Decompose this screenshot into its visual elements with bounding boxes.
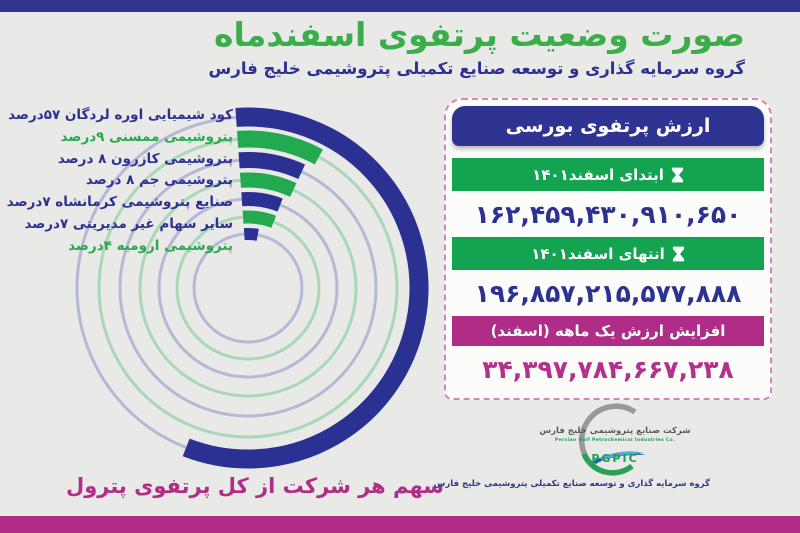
logo-company-name-fa: شرکت صنایع پتروشیمی خلیج فارس [539, 426, 691, 436]
ring-arc-5 [242, 210, 277, 228]
row-increase-value: ۳۴,۳۹۷,۷۸۴,۶۶۷,۲۳۸ [482, 354, 734, 384]
legend-item-6: پتروشیمی ارومیه ۴درصد [68, 237, 233, 254]
portfolio-share-radial-chart [75, 107, 429, 469]
ring-arc-4 [241, 192, 283, 212]
legend-item-1: پتروشیمی ممسنی ۹درصد [60, 128, 233, 145]
header-block: صورت وضعیت پرتفوی اسفندماه گروه سرمایه گ… [209, 16, 745, 78]
page-subtitle: گروه سرمایه گذاری و توسعه صنایع تکمیلی پ… [208, 58, 745, 78]
row-increase-label: افزایش ارزش یک ماهه (اسفند) [490, 322, 726, 340]
logo-pgpic-text: PGPIC [591, 452, 639, 465]
page-title: صورت وضعیت پرتفوی اسفندماه [214, 15, 745, 54]
logo-wave-highlight [600, 451, 644, 461]
row-end-of-month-bar: انتهای اسفند۱۴۰۱ [452, 237, 764, 270]
row-start-value: ۱۶۲,۴۵۹,۴۳۰,۹۱۰,۶۵۰ [474, 199, 742, 229]
top-accent-bar [0, 0, 800, 12]
row-increase-bar: افزایش ارزش یک ماهه (اسفند) [452, 316, 764, 346]
hourglass-icon [671, 167, 683, 182]
legend-item-2: پتروشیمی کازرون ۸ درصد [57, 150, 233, 167]
portfolio-value-panel: ارزش پرتفوی بورسی ابتدای اسفند۱۴۰۱ ۱۶۲,۴… [444, 98, 772, 400]
hourglass-icon [672, 246, 684, 261]
panel-title: ارزش پرتفوی بورسی [452, 106, 764, 146]
legend-item-4: صنایع پتروشیمی کرمانشاه ۷درصد [6, 194, 233, 211]
logo-group-calligraphy: گروه سرمایه گذاری و توسعه صنایع تکمیلی پ… [433, 479, 710, 489]
ring-arc-0 [182, 107, 429, 469]
ring-arc-3 [239, 172, 297, 197]
legend-item-3: پتروشیمی جم ۸ درصد [85, 172, 233, 189]
row-start-label: ابتدای اسفند۱۴۰۱ [532, 165, 664, 184]
chart-caption: سهم هر شرکت از کل پرتفوی پترول [65, 474, 445, 498]
chart-legend: کود شیمیایی اوره لردگان ۵۷درصد پتروشیمی م… [0, 105, 233, 258]
logo-company-name-en: Persian Gulf Petrochemical Industries Co… [554, 438, 676, 443]
bottom-accent-bar [0, 516, 800, 533]
ring-arc-6 [243, 228, 259, 241]
legend-item-5: سایر سهام غیر مدیریتی ۷درصد [24, 215, 233, 232]
legend-item-0: کود شیمیایی اوره لردگان ۵۷درصد [8, 107, 233, 123]
row-end-value: ۱۹۶,۸۵۷,۲۱۵,۵۷۷,۸۸۸ [474, 278, 742, 308]
ring-arc-1 [237, 130, 323, 165]
pgpic-logo-mark [579, 403, 646, 476]
row-start-of-month-bar: ابتدای اسفند۱۴۰۱ [452, 158, 764, 191]
pgpic-logo: شرکت صنایع پتروشیمی خلیج فارس Persian Gu… [433, 398, 710, 489]
row-end-label: انتهای اسفند۱۴۰۱ [531, 244, 665, 263]
logo-green-arc [581, 452, 634, 476]
ring-arc-2 [238, 152, 306, 180]
